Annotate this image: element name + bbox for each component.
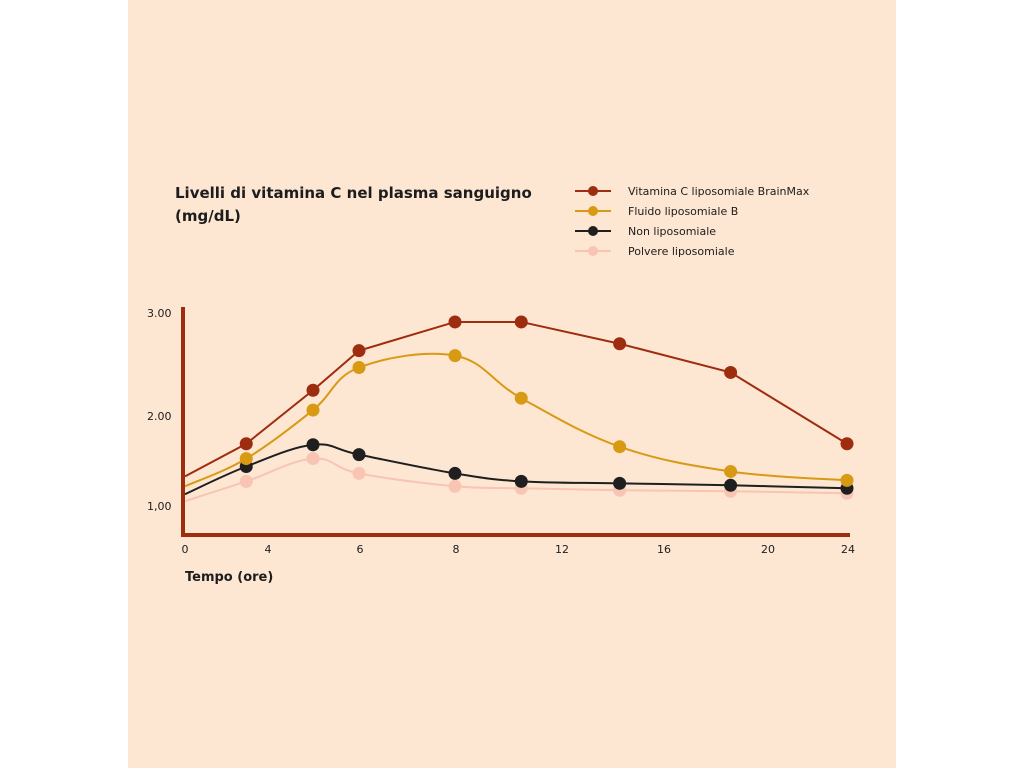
- data-point: [724, 365, 738, 379]
- x-axis-title: Tempo (ore): [185, 570, 273, 585]
- legend-item-brainmax: Vitamina C liposomiale BrainMax: [575, 181, 809, 201]
- data-point: [514, 474, 528, 488]
- data-point: [306, 452, 320, 466]
- chart-title-line-1: Livelli di vitamina C nel plasma sanguig…: [175, 184, 532, 202]
- x-tick-label: 20: [761, 543, 775, 556]
- data-point: [840, 437, 854, 451]
- x-tick-label: 0: [182, 543, 189, 556]
- legend-item-non-liposomiale: Non liposomiale: [575, 221, 809, 241]
- legend-label: Non liposomiale: [628, 224, 717, 238]
- data-point: [239, 437, 253, 451]
- legend-swatch-brainmax: [575, 181, 611, 201]
- legend-label: Fluido liposomiale B: [628, 204, 739, 218]
- x-tick-label: 12: [555, 543, 569, 556]
- series-line: [184, 457, 848, 503]
- legend: Vitamina C liposomiale BrainMax Fluido l…: [575, 181, 809, 261]
- data-point: [239, 452, 253, 466]
- y-tick-label: 2.00: [147, 410, 172, 423]
- x-tick-label: 4: [265, 543, 272, 556]
- data-point: [724, 478, 738, 492]
- series-layer: [184, 315, 854, 503]
- legend-swatch-polvere: [575, 241, 611, 261]
- data-point: [724, 464, 738, 478]
- series-line: [184, 443, 848, 496]
- x-tick-label: 6: [357, 543, 364, 556]
- y-tick-label: 1,00: [147, 500, 172, 513]
- legend-swatch-fluido: [575, 201, 611, 221]
- data-point: [448, 315, 462, 329]
- chart-title-line-2: (mg/dL): [175, 207, 241, 225]
- legend-label: Polvere liposomiale: [628, 244, 735, 258]
- data-point: [514, 391, 528, 405]
- y-tick-label: 3.00: [147, 307, 172, 320]
- data-point: [613, 476, 627, 490]
- data-point: [306, 438, 320, 452]
- data-point: [352, 448, 366, 462]
- legend-swatch-non-liposomiale: [575, 221, 611, 241]
- series-2: [184, 349, 854, 488]
- series-3: [184, 438, 854, 496]
- legend-label: Vitamina C liposomiale BrainMax: [628, 184, 810, 198]
- data-point: [352, 361, 366, 374]
- x-tick-label: 24: [841, 543, 855, 556]
- chart-title: Livelli di vitamina C nel plasma sanguig…: [175, 182, 565, 228]
- data-point: [239, 474, 253, 488]
- x-tick-label: 16: [657, 543, 671, 556]
- x-tick-label: 8: [453, 543, 460, 556]
- data-point: [448, 349, 462, 363]
- data-point: [352, 344, 366, 358]
- data-point: [448, 479, 462, 493]
- data-point: [352, 466, 366, 480]
- data-point: [448, 466, 462, 480]
- data-point: [613, 440, 627, 454]
- legend-item-polvere: Polvere liposomiale: [575, 241, 809, 261]
- series-1: [184, 315, 854, 478]
- data-point: [514, 315, 528, 329]
- data-point: [306, 383, 320, 397]
- legend-item-fluido: Fluido liposomiale B: [575, 201, 809, 221]
- series-line: [184, 352, 848, 488]
- axes-layer: 0 4 6 8 12 16 20 24 1,00 2.00 3.00: [147, 307, 855, 556]
- data-point: [306, 403, 320, 417]
- chart-panel: [128, 0, 896, 768]
- data-point: [840, 473, 854, 487]
- data-point: [613, 337, 627, 351]
